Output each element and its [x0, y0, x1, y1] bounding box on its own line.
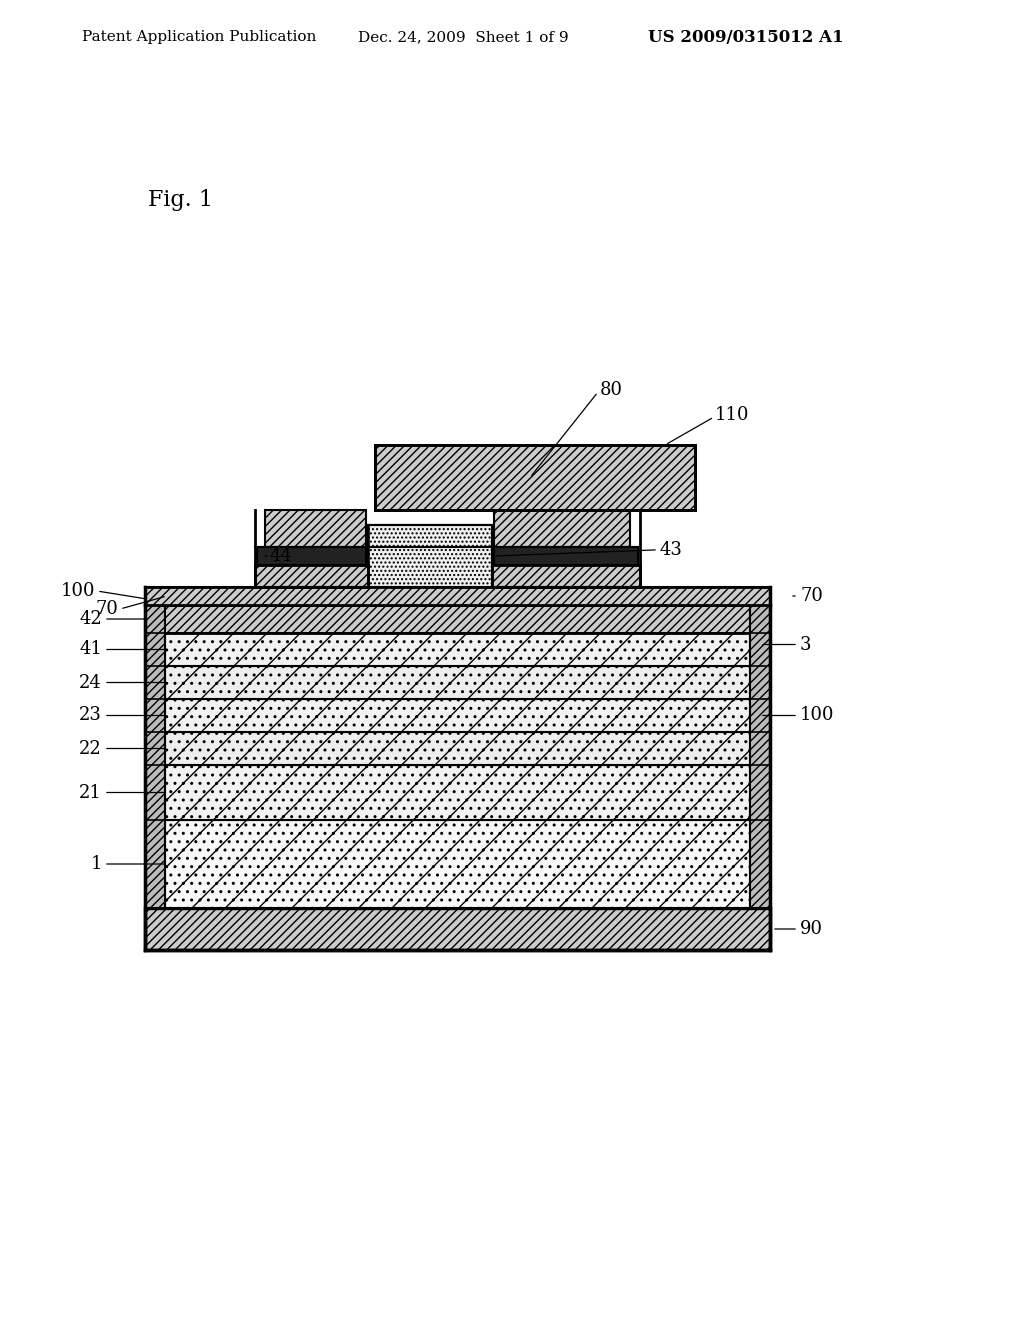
Bar: [494, 510, 630, 546]
Text: 110: 110: [715, 407, 750, 424]
Bar: [375, 445, 695, 510]
Bar: [165, 766, 750, 820]
Bar: [145, 605, 165, 908]
Text: 44: 44: [270, 546, 293, 565]
Text: 80: 80: [600, 381, 623, 399]
Bar: [368, 525, 492, 587]
Text: 70: 70: [800, 587, 823, 605]
Bar: [494, 546, 638, 565]
Bar: [145, 908, 770, 950]
Text: 24: 24: [79, 673, 102, 692]
Bar: [368, 525, 492, 546]
Text: US 2009/0315012 A1: US 2009/0315012 A1: [648, 29, 844, 45]
Bar: [165, 634, 750, 667]
Text: 70: 70: [95, 601, 118, 618]
Text: 41: 41: [79, 640, 102, 659]
Bar: [265, 510, 366, 546]
Text: 21: 21: [79, 784, 102, 801]
Text: 3: 3: [800, 635, 811, 653]
Bar: [165, 733, 750, 766]
Bar: [257, 546, 366, 565]
Text: 100: 100: [800, 706, 835, 725]
Bar: [165, 820, 750, 908]
Text: 43: 43: [660, 541, 683, 558]
Text: 100: 100: [60, 582, 95, 601]
Bar: [145, 587, 770, 605]
Text: 90: 90: [800, 920, 823, 939]
Text: 42: 42: [79, 610, 102, 628]
Text: Fig. 1: Fig. 1: [148, 189, 213, 211]
Text: 22: 22: [79, 739, 102, 758]
Text: Patent Application Publication: Patent Application Publication: [82, 30, 316, 44]
Bar: [750, 605, 770, 908]
Bar: [165, 700, 750, 733]
Text: 23: 23: [79, 706, 102, 725]
Text: 1: 1: [90, 855, 102, 873]
Bar: [255, 565, 368, 587]
Text: Dec. 24, 2009  Sheet 1 of 9: Dec. 24, 2009 Sheet 1 of 9: [358, 30, 568, 44]
Bar: [165, 667, 750, 700]
Bar: [492, 565, 640, 587]
Bar: [145, 605, 770, 634]
